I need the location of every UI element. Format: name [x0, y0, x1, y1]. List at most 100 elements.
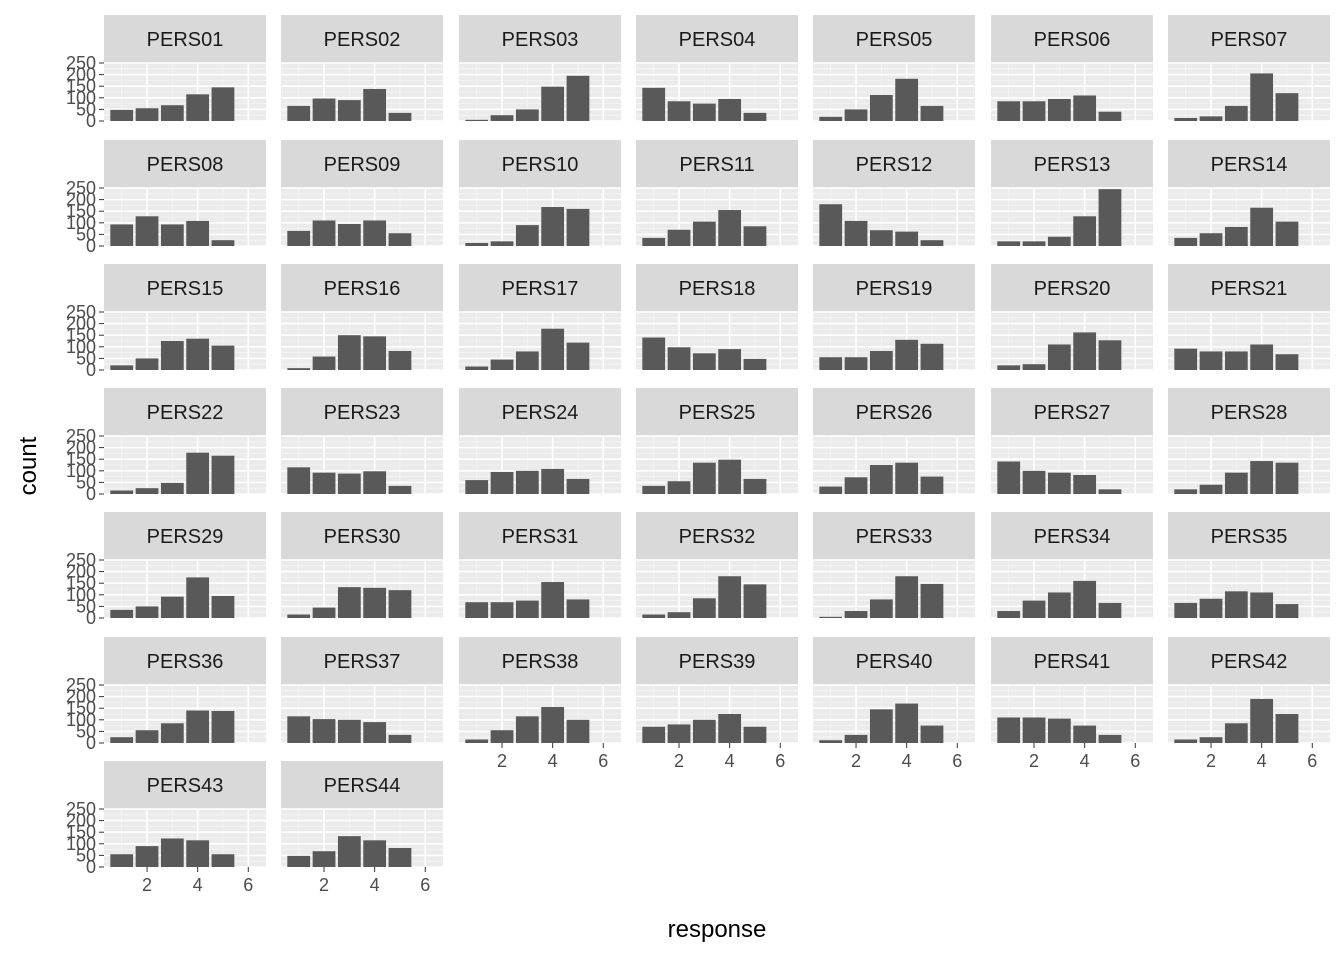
bar-pers04-response-1: [642, 87, 666, 121]
bar-pers35-response-4: [1250, 592, 1274, 618]
y-tick-label: 50: [76, 596, 96, 616]
bar-pers10-response-2: [490, 241, 514, 246]
bar-pers42-response-2: [1199, 737, 1223, 743]
facet-strip: [1168, 512, 1330, 560]
facet-panel-pers09: PERS09: [281, 140, 443, 247]
bar-pers36-response-3: [160, 723, 184, 743]
facet-strip: [991, 140, 1153, 188]
y-tick-label: 50: [76, 348, 96, 368]
facet-strip-label: PERS33: [856, 526, 933, 548]
bar-pers43-response-2: [135, 846, 159, 867]
bar-pers38-response-1: [465, 739, 489, 743]
bar-pers30-response-2: [312, 607, 336, 618]
bar-pers11-response-3: [692, 221, 716, 246]
bar-pers32-response-2: [667, 612, 691, 618]
x-tick-label: 4: [1080, 751, 1090, 771]
bar-pers41-response-1: [997, 717, 1021, 743]
bar-pers17-response-5: [566, 342, 590, 370]
facet-strip-label: PERS05: [856, 29, 933, 51]
facet-panel-pers05: PERS05: [813, 15, 975, 122]
bar-pers33-response-3: [869, 599, 893, 618]
facet-panel-pers33: PERS33: [813, 512, 975, 619]
bar-pers42-response-5: [1275, 714, 1299, 743]
bar-pers12-response-2: [844, 220, 868, 246]
bar-pers16-response-1: [287, 368, 311, 370]
bar-pers34-response-1: [997, 611, 1021, 618]
facet-strip: [991, 512, 1153, 560]
bar-pers12-response-1: [819, 204, 843, 246]
bar-pers31-response-4: [541, 582, 565, 618]
bar-pers19-response-3: [869, 350, 893, 370]
bar-pers08-response-1: [110, 224, 134, 246]
facet-panel-pers07: PERS07: [1168, 15, 1330, 122]
bar-pers19-response-5: [920, 343, 944, 370]
facet-panel-pers12: PERS12: [813, 140, 975, 247]
bar-pers08-response-4: [186, 220, 210, 246]
bar-pers14-response-2: [1199, 233, 1223, 246]
facet-panel-pers31: PERS31: [459, 512, 621, 619]
bar-pers19-response-4: [895, 339, 919, 370]
bar-pers10-response-4: [541, 207, 565, 246]
bar-pers30-response-3: [337, 587, 361, 618]
facet-strip-label: PERS27: [1034, 402, 1111, 424]
bar-pers36-response-1: [110, 737, 134, 743]
bar-pers10-response-5: [566, 208, 590, 246]
facet-strip: [813, 512, 975, 560]
bar-pers29-response-1: [110, 609, 134, 618]
bar-pers17-response-1: [465, 366, 489, 370]
facet-panel-pers44: PERS44 2 4 6: [281, 761, 443, 895]
facet-strip: [459, 264, 621, 312]
x-tick-label: 2: [674, 751, 684, 771]
y-tick-label: 250: [66, 53, 96, 73]
facet-strip-label: PERS01: [147, 29, 224, 51]
bar-pers34-response-2: [1022, 600, 1046, 618]
bar-pers05-response-2: [844, 109, 868, 121]
bar-pers37-response-4: [363, 722, 387, 743]
bar-pers08-response-2: [135, 216, 159, 246]
facet-panel-pers10: PERS10: [459, 140, 621, 247]
facet-strip-label: PERS03: [502, 29, 579, 51]
bar-pers38-response-4: [541, 707, 565, 743]
y-tick-label: 100: [66, 710, 96, 730]
facet-strip-label: PERS34: [1034, 526, 1111, 548]
bar-pers16-response-4: [363, 336, 387, 370]
x-tick-label: 6: [775, 751, 785, 771]
bar-pers40-response-4: [895, 703, 919, 743]
bar-pers39-response-2: [667, 724, 691, 743]
bar-pers13-response-1: [997, 241, 1021, 246]
bar-pers08-response-3: [160, 224, 184, 246]
bar-pers11-response-2: [667, 229, 691, 246]
bar-pers26-response-3: [869, 465, 893, 494]
bar-pers14-response-5: [1275, 221, 1299, 246]
bar-pers35-response-2: [1199, 598, 1223, 618]
bar-pers18-response-4: [718, 349, 742, 370]
facet-strip-label: PERS43: [147, 775, 224, 797]
x-tick-label: 2: [319, 875, 329, 895]
bar-pers18-response-3: [692, 353, 716, 370]
facet-strip: [636, 140, 798, 188]
facet-panel-pers30: PERS30: [281, 512, 443, 619]
y-tick-label: 50: [76, 472, 96, 492]
y-tick-label: 250: [66, 799, 96, 819]
x-tick-label: 6: [1307, 751, 1317, 771]
facet-strip-label: PERS29: [147, 526, 224, 548]
x-tick-label: 2: [1206, 751, 1216, 771]
bar-pers15-response-3: [160, 341, 184, 370]
bar-pers31-response-3: [515, 600, 539, 618]
facet-strip-label: PERS30: [324, 526, 401, 548]
bar-pers13-response-4: [1073, 216, 1097, 246]
bar-pers41-response-2: [1022, 717, 1046, 743]
facet-panel-pers04: PERS04: [636, 15, 798, 122]
bar-pers04-response-2: [667, 101, 691, 121]
facet-strip-label: PERS41: [1034, 651, 1111, 673]
facet-strip-label: PERS14: [1211, 154, 1288, 176]
bar-pers24-response-2: [490, 471, 514, 494]
x-tick-label: 2: [851, 751, 861, 771]
bar-pers31-response-1: [465, 602, 489, 618]
facet-strip-label: PERS18: [679, 278, 756, 300]
bar-pers35-response-3: [1224, 591, 1248, 618]
y-tick-label: 250: [66, 426, 96, 446]
